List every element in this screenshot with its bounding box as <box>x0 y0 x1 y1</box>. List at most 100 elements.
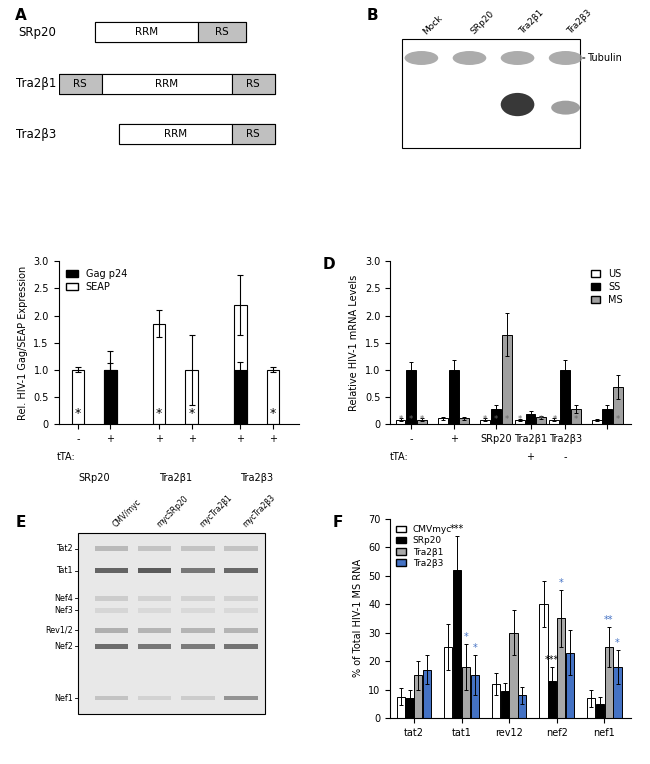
Text: Tat1: Tat1 <box>57 566 73 575</box>
Bar <box>462 667 470 718</box>
Bar <box>118 125 231 144</box>
Bar <box>224 546 258 551</box>
Bar <box>406 698 413 718</box>
Bar <box>515 420 525 424</box>
Text: **: ** <box>604 615 614 625</box>
Bar <box>104 370 116 424</box>
Text: RRM: RRM <box>164 129 187 139</box>
Ellipse shape <box>551 101 580 115</box>
Bar <box>396 419 406 424</box>
Ellipse shape <box>404 51 438 65</box>
Text: A: A <box>15 8 27 24</box>
Bar <box>185 370 198 424</box>
Bar <box>234 305 246 424</box>
Bar <box>596 704 604 718</box>
Bar <box>138 608 172 613</box>
Bar <box>78 533 265 714</box>
Bar <box>118 125 275 144</box>
Text: E: E <box>15 515 25 529</box>
Bar <box>94 596 128 601</box>
Text: *: * <box>494 415 498 424</box>
Bar <box>102 74 231 94</box>
Text: *: * <box>539 415 543 424</box>
Legend: CMVmyc, SRp20, Tra2β1, Tra2β3: CMVmyc, SRp20, Tra2β1, Tra2β3 <box>395 523 454 570</box>
Y-axis label: Rel. HIV-1 Gag/SEAP Expression: Rel. HIV-1 Gag/SEAP Expression <box>18 266 28 419</box>
Text: mycTra2β3: mycTra2β3 <box>241 493 277 529</box>
Bar <box>224 696 258 701</box>
Text: Tubulin: Tubulin <box>587 53 622 63</box>
Text: *: * <box>574 415 578 424</box>
Bar <box>224 644 258 649</box>
Bar <box>460 419 469 424</box>
Bar <box>181 546 214 551</box>
Text: Tat2: Tat2 <box>57 544 73 553</box>
Text: Nef1: Nef1 <box>54 694 73 703</box>
Bar <box>406 370 416 424</box>
Text: F: F <box>333 515 343 529</box>
Bar <box>72 370 84 424</box>
Text: ***: *** <box>450 523 464 533</box>
Text: *: * <box>504 415 509 424</box>
Text: *: * <box>75 406 81 419</box>
Bar <box>536 417 546 424</box>
Text: Nef4: Nef4 <box>54 594 73 603</box>
Bar <box>231 125 275 144</box>
Bar <box>491 409 501 424</box>
Bar <box>58 74 275 94</box>
Bar <box>266 370 279 424</box>
Text: RS: RS <box>246 129 260 139</box>
Text: ***: *** <box>545 655 560 665</box>
Bar <box>94 644 128 649</box>
Text: RRM: RRM <box>155 79 178 89</box>
Bar <box>181 608 214 613</box>
Text: *: * <box>463 632 469 642</box>
Bar <box>138 628 172 633</box>
Bar <box>557 618 566 718</box>
Bar <box>414 675 422 718</box>
Bar <box>540 604 547 718</box>
Bar <box>438 419 448 424</box>
Text: SRp20: SRp20 <box>18 26 56 39</box>
Bar <box>198 22 246 42</box>
Text: *: * <box>410 415 413 424</box>
Bar <box>234 370 246 424</box>
Bar <box>94 608 128 613</box>
Text: tTA:: tTA: <box>57 452 75 461</box>
Text: Tra2β1: Tra2β1 <box>517 8 545 36</box>
Text: Tra2β3: Tra2β3 <box>566 8 593 36</box>
Bar <box>224 608 258 613</box>
Bar <box>549 419 559 424</box>
Text: *: * <box>552 415 556 424</box>
Bar <box>453 570 461 718</box>
Text: Nef3: Nef3 <box>54 606 73 615</box>
Bar <box>58 74 102 94</box>
Text: *: * <box>616 415 620 424</box>
Bar <box>613 387 623 424</box>
Bar <box>231 74 275 94</box>
Y-axis label: % of Total HIV-1 MS RNA: % of Total HIV-1 MS RNA <box>352 559 363 678</box>
Bar <box>138 696 172 701</box>
Bar <box>224 628 258 633</box>
Bar <box>153 324 165 424</box>
Bar <box>181 696 214 701</box>
Bar <box>94 628 128 633</box>
Text: Mock: Mock <box>421 13 445 36</box>
Bar <box>104 370 116 424</box>
Bar <box>571 409 581 424</box>
Text: tTA:: tTA: <box>389 452 408 461</box>
Bar <box>604 647 613 718</box>
Bar <box>94 696 128 701</box>
Text: *: * <box>559 578 564 588</box>
Bar <box>423 670 431 718</box>
Text: mycSRp20: mycSRp20 <box>155 494 190 529</box>
Bar <box>402 40 580 148</box>
Bar <box>138 644 172 649</box>
Bar <box>444 647 452 718</box>
Text: *: * <box>420 415 424 424</box>
Y-axis label: Relative HIV-1 mRNA Levels: Relative HIV-1 mRNA Levels <box>350 274 359 411</box>
Text: *: * <box>483 415 488 424</box>
Text: RS: RS <box>73 79 87 89</box>
Text: *: * <box>188 406 195 419</box>
Text: RRM: RRM <box>135 28 158 37</box>
Text: Tra2β1: Tra2β1 <box>159 473 192 483</box>
